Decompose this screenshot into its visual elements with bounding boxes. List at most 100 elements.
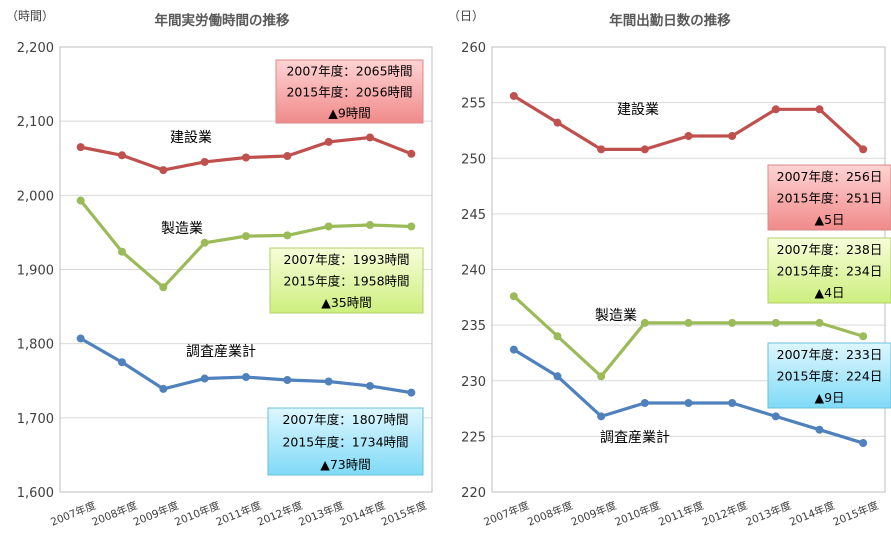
- days-annotations: 2007年度：256日 2015年度：251日 ▲5日 2007年度：238日 2015…: [767, 164, 891, 409]
- hours-annotation-line: 2015年度：2056時間: [286, 85, 412, 100]
- days-data-point: [597, 145, 606, 154]
- days-data-point: [553, 372, 562, 381]
- days-y-tick-label: 235: [461, 319, 486, 334]
- hours-data-point: [407, 388, 416, 397]
- days-data-point: [771, 105, 780, 114]
- hours-y-tick-label: 1,800: [17, 338, 54, 353]
- days-y-tick-label: 230: [461, 375, 486, 390]
- hours-annotation-line: 2007年度：1993時間: [283, 252, 409, 267]
- hours-x-tick-label: 2012年度: [255, 499, 305, 529]
- hours-series: [76, 133, 416, 397]
- days-data-point: [728, 318, 737, 327]
- days-data-point: [815, 318, 824, 327]
- hours-y-tick-label: 1,700: [17, 412, 54, 427]
- days-data-point: [553, 332, 562, 341]
- days-data-point: [509, 292, 518, 301]
- hours-y-unit: （時間）: [6, 9, 54, 23]
- days-annotation-line: 2015年度：224日: [777, 369, 883, 384]
- days-data-point: [684, 132, 693, 140]
- hours-data-point: [200, 238, 209, 247]
- hours-series-label: 製造業: [161, 221, 203, 237]
- hours-data-point: [283, 152, 292, 161]
- hours-chart: 年間実労働時間の推移 （時間） 1,600 1,700 1,800 1,900 2,00…: [6, 9, 433, 529]
- days-data-point: [553, 118, 562, 127]
- days-x-tick-label: 2007年度: [482, 499, 532, 529]
- hours-annotation-bg: [267, 407, 424, 476]
- days-y-tick-label: 245: [461, 208, 486, 223]
- days-data-point: [509, 91, 518, 100]
- days-y-tick-label: 255: [461, 97, 486, 112]
- days-x-tick-label: 2011年度: [656, 499, 706, 529]
- days-annotation-line: 2007年度：233日: [777, 347, 883, 362]
- hours-data-point: [242, 373, 250, 382]
- hours-annotation-line: 2007年度：1807時間: [282, 412, 408, 427]
- hours-x-tick-label: 2015年度: [379, 499, 429, 529]
- days-annotation-line: 2015年度：251日: [777, 191, 883, 206]
- days-annotation-line: ▲4日: [814, 285, 844, 300]
- days-y-tick-label: 220: [461, 486, 486, 501]
- hours-data-point: [200, 157, 209, 166]
- hours-x-tick-label: 2009年度: [131, 499, 181, 529]
- hours-x-tick-label: 2007年度: [49, 499, 99, 529]
- days-x-tick-label: 2009年度: [569, 499, 619, 529]
- hours-data-point: [324, 137, 333, 146]
- days-data-point: [771, 318, 780, 327]
- hours-data-point: [242, 153, 250, 162]
- hours-data-point: [200, 374, 209, 383]
- days-annotation-box: 2007年度：256日 2015年度：251日 ▲5日: [767, 164, 891, 231]
- days-annotation-line: ▲9日: [814, 390, 844, 405]
- days-data-point: [728, 132, 737, 140]
- hours-data-point: [283, 231, 292, 240]
- hours-data-point: [366, 133, 374, 142]
- hours-data-point: [242, 232, 250, 241]
- hours-annotation-line: ▲73時間: [320, 457, 371, 472]
- hours-annotation-box: 2007年度：1993時間 2015年度：1958時間 ▲35時間: [269, 247, 424, 314]
- days-series-label: 建設業: [617, 102, 659, 118]
- hours-annotation-bg: [269, 247, 424, 314]
- days-annotation-line: 2007年度：238日: [777, 242, 883, 257]
- days-annotation-line: ▲5日: [814, 212, 844, 227]
- hours-y-tick-label: 1,600: [17, 486, 54, 501]
- days-series: [509, 91, 868, 448]
- days-x-tick-label: 2014年度: [787, 499, 837, 529]
- days-chart-title: 年間出勤日数の推移: [609, 12, 731, 29]
- hours-annotation-line: ▲9時間: [328, 106, 371, 121]
- days-data-point: [859, 145, 868, 154]
- hours-series-label: 調査産業計: [186, 344, 256, 360]
- hours-data-point: [76, 143, 85, 152]
- days-data-point: [509, 345, 518, 354]
- days-y-unit: （日）: [448, 9, 484, 23]
- hours-x-tick-label: 2014年度: [338, 499, 388, 529]
- hours-data-point: [76, 334, 85, 343]
- hours-plot-frame: [59, 46, 433, 493]
- hours-data-point: [366, 381, 374, 390]
- days-data-point: [815, 425, 824, 434]
- hours-y-tick-label: 2,000: [17, 189, 54, 204]
- days-x-tick-label: 2010年度: [613, 499, 663, 529]
- hours-chart-title: 年間実労働時間の推移: [155, 12, 290, 29]
- hours-x-ticks: 2007年度2008年度2009年度2010年度2011年度2012年度2013…: [49, 499, 429, 529]
- hours-data-point: [159, 166, 168, 175]
- hours-x-tick-label: 2008年度: [90, 499, 140, 529]
- days-annotation-bg: [767, 237, 891, 304]
- days-annotation-box: 2007年度：233日 2015年度：224日 ▲9日: [767, 342, 891, 409]
- hours-data-point: [407, 149, 416, 158]
- days-y-tick-label: 225: [461, 430, 486, 445]
- hours-data-point: [118, 247, 126, 256]
- days-data-point: [640, 399, 649, 407]
- hours-y-tick-label: 2,200: [17, 41, 54, 56]
- days-y-tick-label: 250: [461, 152, 486, 167]
- hours-data-point: [366, 221, 374, 229]
- hours-data-point: [118, 151, 126, 160]
- hours-y-tick-label: 2,100: [17, 115, 54, 130]
- days-data-point: [597, 412, 606, 421]
- days-series-label: 製造業: [595, 308, 637, 324]
- hours-annotation-line: 2015年度：1734時間: [282, 435, 408, 450]
- hours-data-point: [159, 283, 168, 292]
- days-data-point: [640, 318, 649, 327]
- days-data-point: [815, 105, 824, 114]
- hours-data-point: [324, 377, 333, 386]
- hours-data-point: [324, 222, 333, 231]
